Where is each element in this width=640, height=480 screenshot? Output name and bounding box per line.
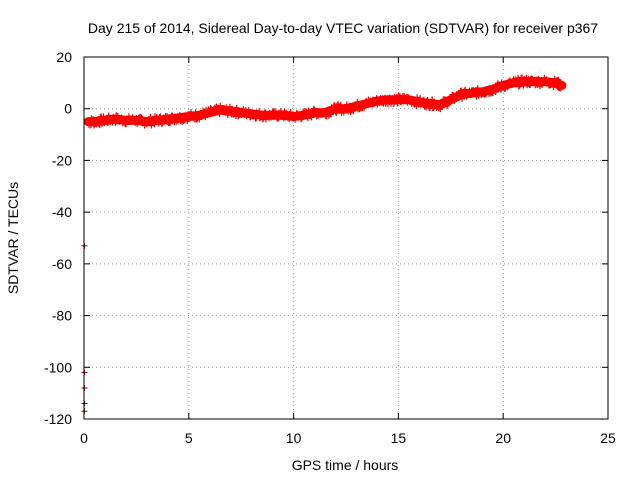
data-point xyxy=(118,114,125,121)
y-tick-label: 0 xyxy=(64,101,72,117)
data-point xyxy=(287,108,294,115)
data-point xyxy=(543,76,550,83)
y-tick-label: -120 xyxy=(44,411,72,427)
x-tick-label: 25 xyxy=(600,430,616,446)
data-point xyxy=(517,77,524,84)
data-point xyxy=(271,108,278,115)
data-point xyxy=(125,113,132,120)
x-tick-label: 15 xyxy=(391,430,407,446)
data-point xyxy=(122,121,129,128)
data-point xyxy=(158,121,165,128)
data-point xyxy=(333,110,340,117)
data-point xyxy=(216,111,223,118)
data-point xyxy=(140,116,147,123)
data-point xyxy=(254,112,261,119)
data-point xyxy=(429,96,436,103)
data-point xyxy=(527,82,534,89)
y-tick-label: -40 xyxy=(52,204,72,220)
data-point xyxy=(196,116,203,123)
data-point xyxy=(202,114,209,121)
y-tick-label: -100 xyxy=(44,359,72,375)
data-point xyxy=(148,122,155,129)
data-point xyxy=(558,80,565,87)
data-point xyxy=(147,114,154,121)
data-point xyxy=(492,89,499,96)
data-point xyxy=(459,95,466,102)
data-point xyxy=(226,103,233,110)
data-point xyxy=(134,119,141,126)
x-tick-label: 5 xyxy=(185,430,193,446)
data-point xyxy=(105,112,112,119)
data-point xyxy=(233,104,240,111)
data-point xyxy=(468,92,475,99)
x-tick-label: 20 xyxy=(495,430,511,446)
data-point xyxy=(272,109,279,116)
data-point xyxy=(398,98,405,105)
ticks: 0 5 10 15 20 25 -120 -100 -80 -60 -40 -20 0 20 xyxy=(44,49,616,446)
data-point xyxy=(425,98,432,105)
data-point xyxy=(192,109,199,116)
chart-title: Day 215 of 2014, Sidereal Day-to-day VTE… xyxy=(88,20,598,36)
data-point xyxy=(159,119,166,126)
data-point xyxy=(346,102,353,109)
x-tick-label: 10 xyxy=(286,430,302,446)
plot-frame xyxy=(83,56,609,420)
data-layer xyxy=(81,74,567,415)
data-point xyxy=(414,94,421,101)
y-tick-label: -20 xyxy=(52,152,72,168)
data-point xyxy=(437,106,444,113)
data-point xyxy=(396,93,403,100)
data-point xyxy=(394,100,401,107)
data-point xyxy=(151,121,158,128)
data-point xyxy=(129,114,136,121)
data-point xyxy=(256,108,263,115)
data-point xyxy=(176,111,183,118)
x-axis-label: GPS time / hours xyxy=(292,457,399,473)
data-point xyxy=(404,99,411,106)
x-tick-label: 0 xyxy=(80,430,88,446)
data-point xyxy=(354,98,361,105)
data-point xyxy=(184,118,191,125)
data-point xyxy=(305,107,312,114)
data-point xyxy=(474,85,481,92)
data-point xyxy=(458,87,465,94)
data-point xyxy=(310,105,317,112)
data-point xyxy=(456,94,463,101)
data-point xyxy=(157,113,164,120)
data-point xyxy=(268,114,275,121)
data-point xyxy=(308,114,315,121)
data-point xyxy=(390,101,397,108)
y-axis-label: SDTVAR / TECUs xyxy=(5,182,21,294)
data-point xyxy=(245,106,252,113)
data-point xyxy=(134,120,141,127)
y-tick-label: -80 xyxy=(52,308,72,324)
data-point xyxy=(498,79,505,86)
data-point xyxy=(463,93,470,100)
data-point xyxy=(275,115,282,122)
data-point xyxy=(515,83,522,90)
y-tick-label: 20 xyxy=(56,49,72,65)
data-point xyxy=(512,80,519,87)
data-point xyxy=(299,113,306,120)
data-point xyxy=(422,103,429,110)
data-point xyxy=(200,107,207,114)
y-tick-label: -60 xyxy=(52,256,72,272)
